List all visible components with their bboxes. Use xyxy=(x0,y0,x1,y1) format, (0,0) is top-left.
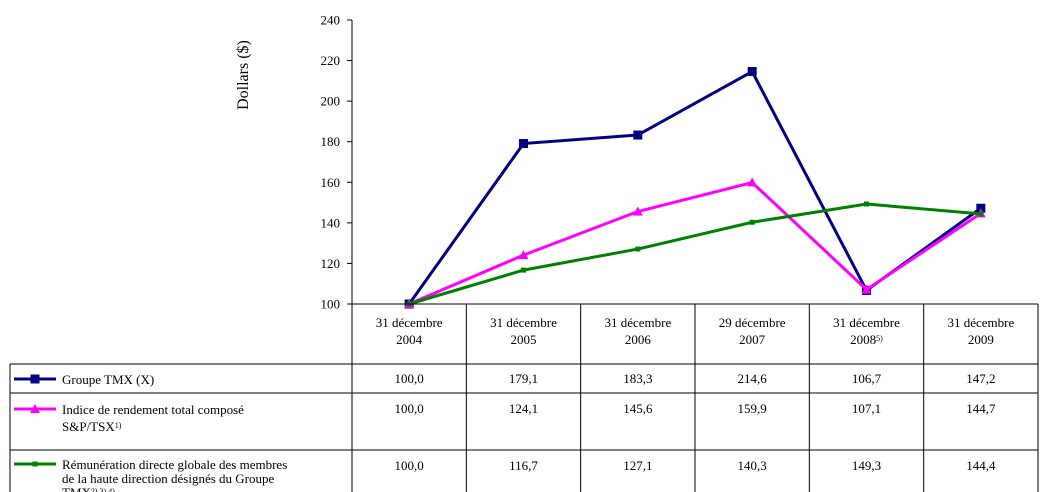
plot-area: 100 120 140 160 180 200 220 240 Dollars ($) xyxy=(235,13,986,312)
y-tick-label: 240 xyxy=(321,13,341,28)
table-cell: 100,0 xyxy=(395,458,424,473)
table-cell: 140,3 xyxy=(738,458,767,473)
table-cell: 100,0 xyxy=(395,371,424,386)
y-tick-label: 100 xyxy=(321,297,341,312)
y-tick-label: 180 xyxy=(321,134,341,149)
y-axis-title: Dollars ($) xyxy=(235,40,252,110)
category-line: 2005 xyxy=(511,332,537,347)
data-point xyxy=(978,211,984,217)
category-label: 31 décembre 20085) xyxy=(833,315,900,347)
category-label: 31 décembre 2006 xyxy=(604,315,671,347)
category-line: 31 décembre xyxy=(490,315,557,330)
series-3 xyxy=(406,201,984,307)
legend-marker xyxy=(30,374,40,384)
table-cell: 107,1 xyxy=(852,401,881,416)
data-point xyxy=(864,201,869,207)
y-tick-label: 200 xyxy=(321,94,341,109)
category-line: 2007 xyxy=(739,332,766,347)
data-point xyxy=(521,267,526,273)
legend-line-text: TMX xyxy=(62,485,92,492)
category-label: 31 décembre 2005 xyxy=(490,315,557,347)
legend-item-2: Indice de rendement total composé S&P/TSX… xyxy=(14,402,244,434)
category-line: 31 décembre xyxy=(376,315,443,330)
y-tick-label: 140 xyxy=(321,215,341,230)
data-point xyxy=(635,246,641,252)
y-tick-label: 220 xyxy=(321,53,341,68)
table-cell: 124,1 xyxy=(509,401,538,416)
category-footnote: 5) xyxy=(876,334,883,343)
legend-label: Groupe TMX (X) xyxy=(62,372,154,387)
table-cell: 183,3 xyxy=(623,371,652,386)
category-line: 2009 xyxy=(968,332,994,347)
data-point xyxy=(518,250,529,260)
table-cell: 144,4 xyxy=(966,458,996,473)
category-line: 2004 xyxy=(396,332,423,347)
series-line xyxy=(408,202,981,306)
series-1 xyxy=(404,67,986,309)
data-point xyxy=(747,177,758,187)
table-cell: 144,7 xyxy=(966,401,996,416)
table-cell: 214,6 xyxy=(738,371,768,386)
data-point xyxy=(519,139,528,149)
category-line: 29 décembre xyxy=(719,315,786,330)
legend-line-text: Indice de rendement total composé xyxy=(62,402,244,417)
category-line: 31 décembre xyxy=(833,315,900,330)
category-label: 31 décembre 2004 xyxy=(376,315,443,347)
table-cell: 179,1 xyxy=(509,371,538,386)
data-point xyxy=(633,130,643,140)
table-cell: 159,9 xyxy=(738,401,767,416)
table-cell: 149,3 xyxy=(852,458,881,473)
series-2 xyxy=(404,177,986,308)
category-line: 31 décembre xyxy=(947,315,1014,330)
category-label: 31 décembre 2009 xyxy=(947,315,1014,347)
legend-item-3: Rémunération directe globale des membres… xyxy=(14,457,287,492)
table-cell: 116,7 xyxy=(509,458,538,473)
legend-marker xyxy=(32,461,38,467)
data-point xyxy=(976,203,986,213)
category-line: 31 décembre xyxy=(604,315,671,330)
category-line: 2006 xyxy=(625,332,652,347)
legend-label: Indice de rendement total composé S&P/TSX… xyxy=(62,402,244,434)
table-cell: 127,1 xyxy=(623,458,652,473)
y-tick-label: 120 xyxy=(321,256,341,271)
y-tick-label: 160 xyxy=(321,175,341,190)
category-line: 2008 xyxy=(850,332,876,347)
legend-line-text: S&P/TSX xyxy=(62,419,115,434)
legend-line-text: Groupe TMX (X) xyxy=(62,372,154,387)
legend-item-1: Groupe TMX (X) xyxy=(14,372,154,387)
legend-marker xyxy=(30,404,40,413)
data-point xyxy=(632,206,643,216)
series-line xyxy=(408,180,982,306)
table-cell: 106,7 xyxy=(852,371,882,386)
table-cell: 145,6 xyxy=(623,401,653,416)
legend-footnote: 1) xyxy=(115,421,122,430)
legend-line-text: Rémunération directe globale des membres xyxy=(62,457,287,472)
legend-footnote: 2) 3) 4) xyxy=(91,487,115,492)
data-point xyxy=(749,219,755,225)
table-cell: 147,2 xyxy=(966,371,995,386)
legend-label: Rémunération directe globale des membres… xyxy=(62,457,287,492)
category-label: 29 décembre 2007 xyxy=(719,315,786,347)
data-point xyxy=(747,67,757,77)
legend-line-text: de la haute direction désignés du Groupe xyxy=(62,471,274,486)
data-point xyxy=(861,284,872,294)
table-cell: 100,0 xyxy=(395,401,424,416)
